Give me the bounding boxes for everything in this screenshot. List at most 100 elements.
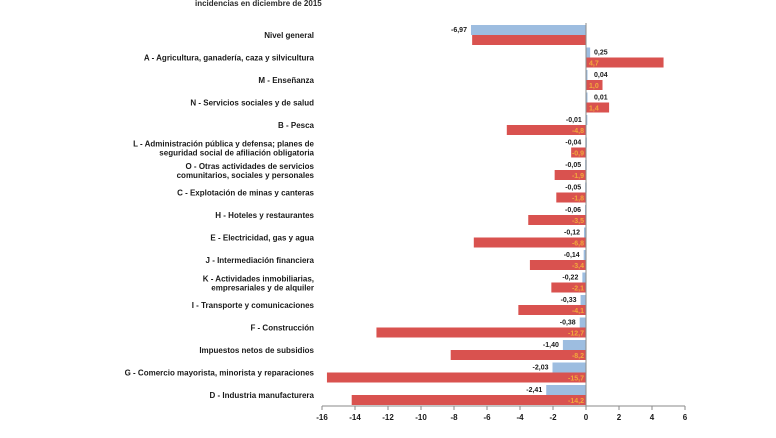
value-label-variacion-5: -0,9 [572,151,584,158]
value-label-variacion-1: 4,7 [589,61,599,68]
value-label-incidencia-7: -0,05 [565,185,581,192]
x-tick-label--8: -8 [450,413,458,422]
category-label-6-line0: O - Otras actividades de servicios [185,162,314,171]
bar-variacion-6 [554,170,586,180]
value-label-incidencia-5: -0,04 [565,140,581,147]
value-label-incidencia-4: -0,01 [566,117,582,124]
bar-incidencia-1 [586,47,591,58]
value-label-incidencia-0: -6,97 [451,27,467,34]
bar-variacion-3 [586,102,610,113]
value-labels: -6,97 0,25 4,7 0,04 1,0 0,01 1,4 -0,01 -4,8 -0,04… [451,27,608,405]
x-tick-label-0: 0 [584,413,589,422]
value-label-incidencia-14: -1,40 [543,342,559,349]
value-label-incidencia-16: -2,41 [526,387,542,394]
bar-variacion-8 [528,215,586,225]
value-label-variacion-4: -4,8 [572,128,584,135]
bar-incidencia-4 [585,115,588,125]
value-label-incidencia-1: 0,25 [594,50,608,57]
bar-incidencia-11 [582,272,586,283]
value-label-variacion-13: -12,7 [568,331,584,338]
category-label-15: G - Comercio mayorista, minorista y repa… [125,369,315,378]
bar-variacion-14 [450,350,586,360]
bar-incidencia-3 [586,92,588,103]
bar-variacion-4 [506,125,586,135]
bar-incidencia-12 [580,295,586,305]
value-label-variacion-10: -3,4 [572,263,584,270]
value-label-variacion-9: -6,8 [572,241,584,248]
chart-title: incidencias en diciembre de 2015 [195,0,322,8]
bar-variacion-16 [351,395,586,405]
x-tick-label--10: -10 [415,413,427,422]
bar-incidencia-0 [470,25,586,35]
bar-variacion-1 [586,57,664,68]
category-label-2: M - Enseñanza [258,76,314,85]
value-label-variacion-12: -4,1 [572,308,584,315]
value-label-variacion-7: -1,8 [572,196,584,203]
bar-incidencia-14 [562,340,586,350]
value-label-variacion-3: 1,4 [589,106,599,113]
bars-group [326,25,664,405]
category-label-16: D - Industria manufacturera [210,391,315,400]
value-label-incidencia-3: 0,01 [594,95,608,102]
value-label-variacion-15: -15,7 [568,376,584,383]
category-label-9: E - Electricidad, gas y agua [210,234,314,243]
value-label-incidencia-11: -0,22 [562,275,578,282]
x-tick-label--14: -14 [349,413,361,422]
x-tick-label-2: 2 [617,413,622,422]
category-label-1: A - Agricultura, ganadería, caza y silvi… [144,54,315,63]
category-label-3: N - Servicios sociales y de salud [190,99,314,108]
x-tick-label--4: -4 [516,413,524,422]
value-label-variacion-8: -3,5 [572,218,584,225]
value-label-incidencia-10: -0,14 [564,252,580,259]
value-label-variacion-2: 1,0 [589,83,599,90]
x-tick-label-6: 6 [683,413,688,422]
category-label-5-line0: L - Administración pública y defensa; pl… [133,140,314,149]
x-tick-label--16: -16 [316,413,328,422]
value-label-incidencia-12: -0,33 [561,297,577,304]
bar-variacion-9 [473,237,586,248]
bar-incidencia-16 [546,385,586,395]
bar-variacion-10 [529,260,586,270]
category-label-7: C - Explotación de minas y canteras [177,189,314,198]
bar-variacion-12 [518,305,586,315]
category-label-11-line1: empresariales y de alquiler [211,284,314,293]
category-label-4: B - Pesca [278,121,315,130]
bar-variacion-5 [571,147,586,158]
value-label-incidencia-15: -2,03 [533,365,549,372]
value-label-incidencia-2: 0,04 [594,72,608,79]
bar-incidencia-2 [586,70,588,80]
category-label-0: Nivel general [264,31,314,40]
value-label-variacion-6: -1,9 [572,173,584,180]
value-label-incidencia-8: -0,06 [565,207,581,214]
x-tick-label-4: 4 [650,413,655,422]
category-label-5-line1: seguridad social de afiliación obligator… [159,149,314,158]
value-label-variacion-11: -2,1 [572,286,584,293]
x-tick-label--2: -2 [549,413,557,422]
bar-incidencia-15 [552,362,586,373]
bar-variacion-11 [551,282,586,293]
bar-variacion-2 [586,80,603,90]
value-label-variacion-16: -14,2 [568,398,584,405]
category-labels: Nivel general A - Agricultura, ganadería,… [125,31,315,400]
value-label-incidencia-9: -0,12 [564,230,580,237]
bar-variacion-0 [472,35,586,45]
category-label-12: I - Transporte y comunicaciones [192,301,315,310]
bar-incidencia-9 [584,227,586,238]
x-tick-label--6: -6 [483,413,491,422]
bar-variacion-15 [326,372,586,383]
value-label-incidencia-13: -0,38 [560,320,576,327]
x-tick-label--12: -12 [382,413,394,422]
value-label-variacion-14: -8,2 [572,353,584,360]
bar-variacion-13 [376,327,586,338]
category-label-8: H - Hoteles y restaurantes [215,211,314,220]
bar-incidencia-10 [583,250,586,260]
category-label-10: J - Intermediación financiera [206,256,315,265]
category-label-6-line1: comunitarios, sociales y personales [177,171,315,180]
category-label-13: F - Construcción [250,324,314,333]
value-label-incidencia-6: -0,05 [565,162,581,169]
bar-incidencia-13 [579,317,586,328]
category-label-14: Impuestos netos de subsidios [199,346,314,355]
x-axis: -16 -14 -12 -10 -8 -6 -4 -2 0 2 4 6 [316,23,688,422]
bar-variacion-7 [556,192,586,203]
